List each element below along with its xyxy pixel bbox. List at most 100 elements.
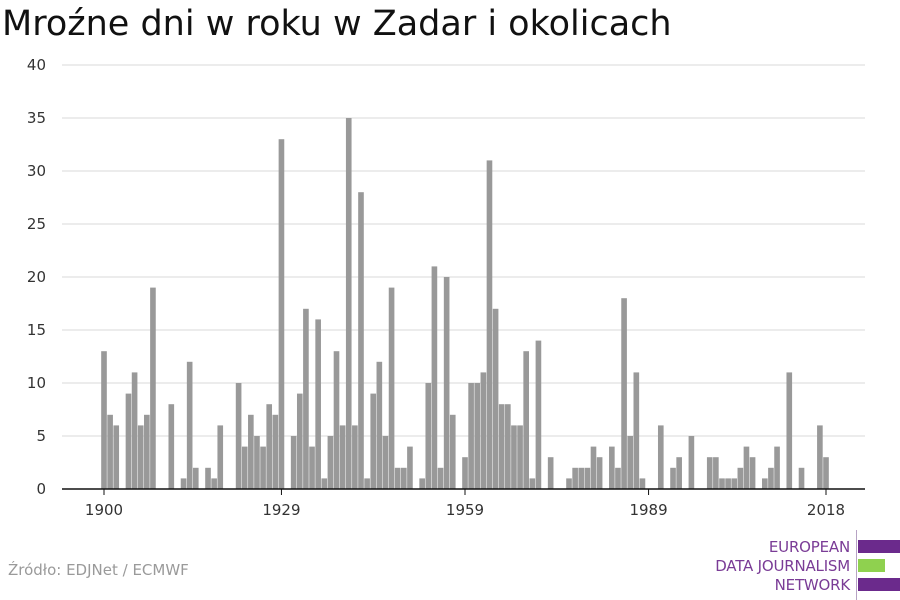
y-tick-label: 35 [27,109,46,127]
bar [431,266,438,489]
bar [364,478,370,489]
bar [248,414,254,489]
y-tick-label: 0 [36,480,46,498]
gridlines [62,64,865,437]
bar [596,457,603,489]
bar [798,467,805,489]
bar [621,298,627,489]
bar [523,351,529,489]
source-note: Źródło: EDJNet / ECMWF [8,561,189,579]
bar [278,139,285,489]
bar [511,425,517,489]
bar [382,436,389,489]
bar [517,425,523,489]
y-tick-label: 5 [36,427,46,445]
y-tick-label: 40 [27,56,46,74]
y-axis-ticks: 0 5 10 15 20 25 30 35 40 [27,56,46,498]
logo-line-3: NETWORK [774,576,851,594]
bar [125,393,132,489]
bar [345,118,352,489]
bar [713,457,719,489]
bar [639,478,646,489]
bar [688,436,695,489]
bar [192,467,199,489]
bar [333,351,340,489]
bar [492,308,499,489]
bar [401,467,407,489]
bar [584,467,591,489]
bar [303,308,309,489]
bar [817,425,823,489]
x-tick-label: 2018 [807,501,845,519]
edjnet-logo: EUROPEAN DATA JOURNALISM NETWORK [700,530,900,600]
bar [609,446,615,489]
bar [272,414,279,489]
logo-line-1: EUROPEAN [768,538,850,556]
bar [633,372,640,489]
bar [370,393,377,489]
bar [180,478,187,489]
y-tick-label: 30 [27,162,46,180]
bar [394,467,401,489]
bar [186,361,193,489]
bar [217,425,224,489]
bar [786,372,793,489]
bar [774,446,780,489]
logo-divider [856,530,857,600]
bar [241,446,248,489]
bar [823,457,829,489]
bar [260,446,266,489]
bar [358,192,364,489]
bar [719,478,725,489]
logo-bar-3 [858,578,900,591]
bar [749,457,756,489]
bar [657,425,664,489]
y-tick-label: 10 [27,374,46,392]
x-tick-label: 1900 [85,501,123,519]
logo-line-2: DATA JOURNALISM [715,557,850,575]
bar [762,478,768,489]
bar [419,478,425,489]
y-tick-label: 20 [27,268,46,286]
bar [339,425,346,489]
x-tick-label: 1959 [446,501,484,519]
bar [590,446,597,489]
chart-title: Mroźne dni w roku w Zadar i okolicach [2,4,672,44]
bar [211,478,217,489]
bar [290,436,297,489]
bar [737,467,744,489]
bar [352,425,358,489]
bar [309,446,315,489]
bar [388,287,395,489]
bar [670,467,676,489]
bar [486,160,493,489]
x-axis-ticks: 1900 1929 1959 1989 2018 [85,489,845,519]
bars [101,118,829,489]
bar [321,478,328,489]
bar [254,436,260,489]
bar [615,467,621,489]
bar [474,383,481,489]
bar [731,478,738,489]
bar [437,467,444,489]
bar [566,478,572,489]
bar [131,372,138,489]
bar [315,319,321,489]
bar [296,393,303,489]
bar [725,478,731,489]
bar [205,467,211,489]
bar [150,287,156,489]
bar [137,425,144,489]
bar [266,404,273,489]
bar [449,414,456,489]
bar [443,277,450,489]
bar [706,457,713,489]
y-tick-label: 15 [27,321,46,339]
bar [376,361,383,489]
bar [743,446,750,489]
bar [498,404,505,489]
bar [547,457,554,489]
bar [505,404,511,489]
x-tick-label: 1989 [629,501,667,519]
